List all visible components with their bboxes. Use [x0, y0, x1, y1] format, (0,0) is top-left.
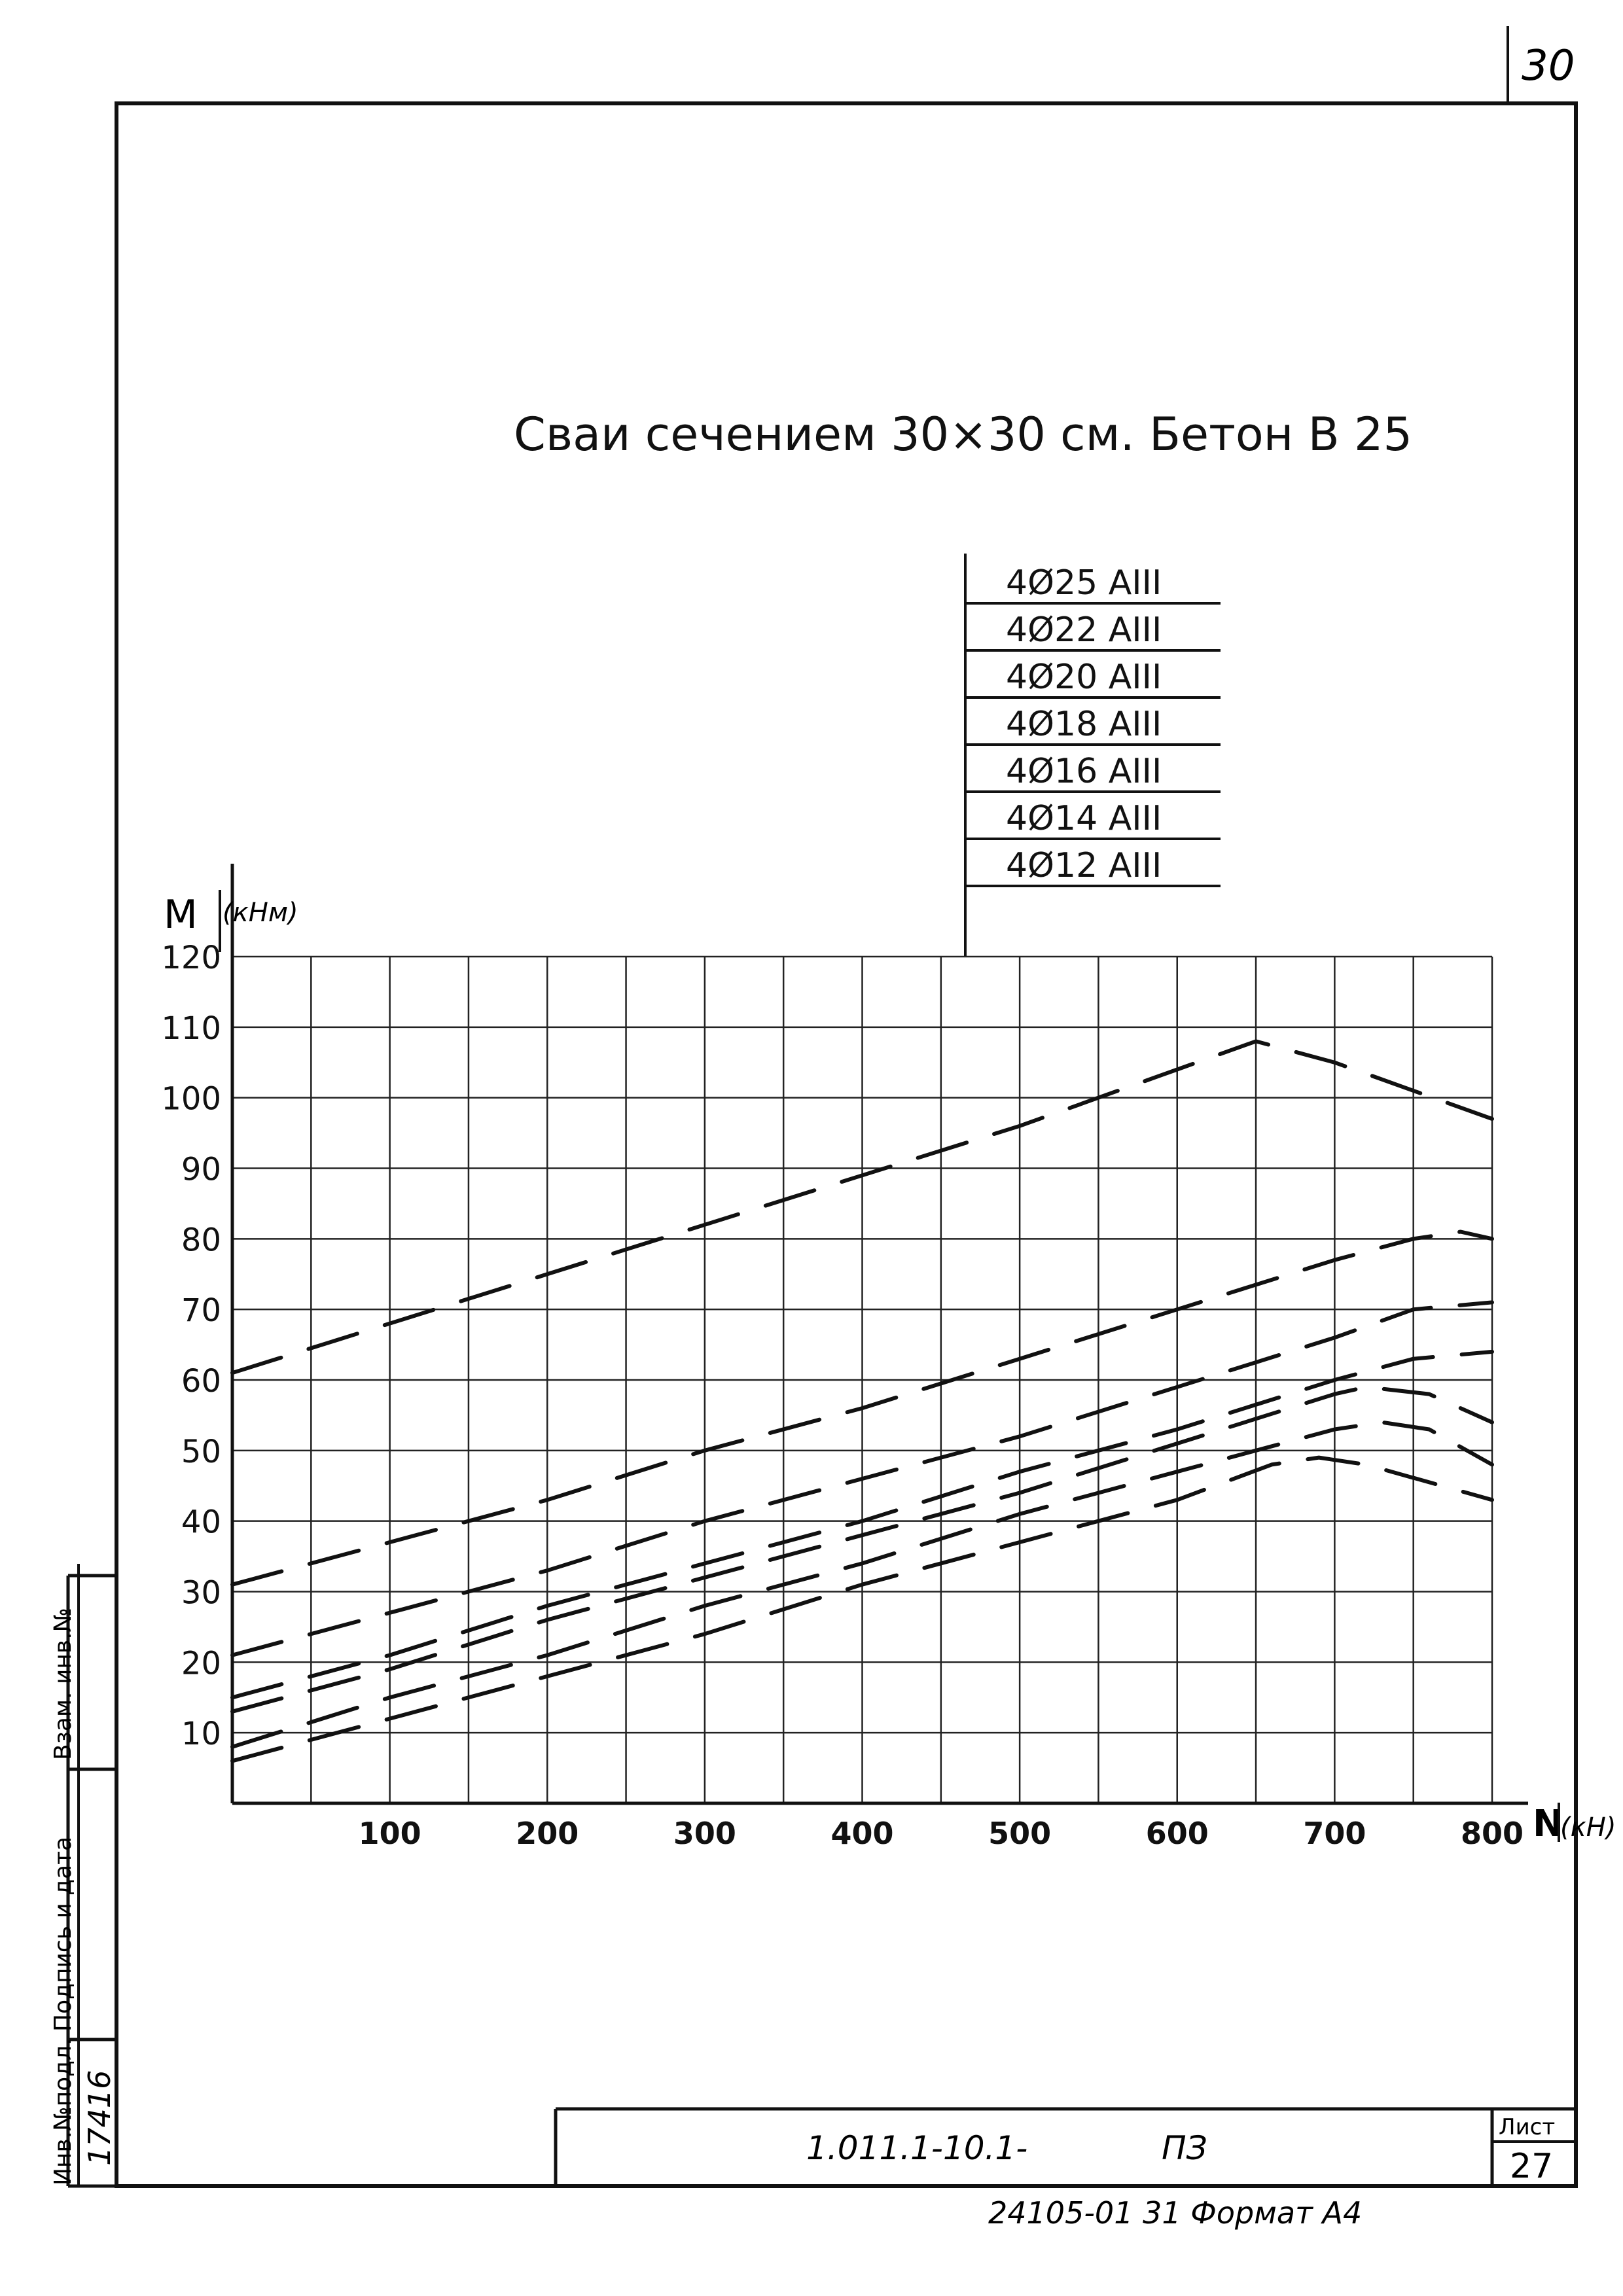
x-tick-label: 700 — [1303, 1816, 1366, 1851]
y-tick-label: 40 — [181, 1504, 221, 1541]
chart-axes — [230, 864, 1528, 1805]
side-label-inventory: Инв.№подл. — [50, 2038, 77, 2185]
series-line-4 — [230, 1349, 1494, 1700]
y-tick-label: 100 — [161, 1081, 221, 1118]
y-tick-labels: 10 20 30 40 50 60 70 80 90 100 110 120 — [161, 940, 221, 1752]
series-line-7 — [230, 1455, 1494, 1763]
footer-text: 24105-01 31 Формат А4 — [988, 2195, 1362, 2231]
y-axis-unit: (кНм) — [223, 898, 298, 928]
legend-entry: 4Ø12 AIII — [1006, 846, 1162, 885]
drawing-frame — [115, 101, 1578, 2188]
chart-series — [230, 1039, 1494, 1763]
legend-entry: 4Ø22 AIII — [1006, 610, 1162, 650]
page-title: Сваи сечением 30×30 см. Бетон В 25 — [514, 408, 1412, 461]
series-line-1 — [230, 1039, 1494, 1375]
y-tick-label: 20 — [181, 1645, 221, 1682]
document-section: ПЗ — [1162, 2129, 1207, 2167]
y-tick-label: 120 — [161, 940, 221, 976]
x-tick-labels: 100 200 300 400 500 600 700 800 — [359, 1816, 1524, 1851]
sheet-value: 27 — [1510, 2147, 1553, 2186]
legend-entry: 4Ø18 AIII — [1006, 705, 1162, 744]
side-label-signature: Подпись и дата — [50, 1837, 77, 2032]
y-tick-label: 110 — [161, 1010, 221, 1047]
legend-entry: 4Ø16 AIII — [1006, 752, 1162, 791]
x-tick-label: 200 — [516, 1816, 579, 1851]
series-line-6 — [230, 1420, 1494, 1749]
inventory-number: 17416 — [82, 2070, 117, 2166]
x-tick-label: 300 — [673, 1816, 736, 1851]
series-line-2 — [230, 1229, 1494, 1587]
sheet-label: Лист — [1499, 2114, 1555, 2140]
legend-entry: 4Ø14 AIII — [1006, 799, 1162, 838]
y-tick-label: 30 — [181, 1575, 221, 1612]
y-tick-label: 90 — [181, 1152, 221, 1188]
y-tick-label: 10 — [181, 1716, 221, 1752]
chart-grid — [232, 955, 1493, 1803]
side-label-replacement: Взам. инв.№ — [50, 1608, 77, 1760]
y-tick-label: 70 — [181, 1292, 221, 1329]
y-tick-label: 60 — [181, 1363, 221, 1400]
x-tick-label: 600 — [1146, 1816, 1209, 1851]
x-tick-label: 400 — [830, 1816, 893, 1851]
document-code: 1.011.1-10.1- — [806, 2129, 1027, 2167]
legend: 4Ø25 AIII 4Ø22 AIII 4Ø20 AIII 4Ø18 AIII 4Ø16… — [964, 554, 1221, 957]
y-tick-label: 50 — [181, 1434, 221, 1470]
y-tick-label: 80 — [181, 1222, 221, 1258]
x-tick-label: 800 — [1461, 1816, 1524, 1851]
chart: 10 20 30 40 50 60 70 80 90 100 110 120 100 200 300 400… — [161, 864, 1616, 1851]
title-block: 1.011.1-10.1- ПЗ Лист 27 24105-01 31 Фор… — [554, 2107, 1576, 2231]
x-axis-unit: (кН) — [1560, 1812, 1616, 1843]
series-line-5 — [230, 1385, 1494, 1714]
sheet-number-top: 30 — [1522, 42, 1575, 90]
legend-entry: 4Ø20 AIII — [1006, 658, 1162, 697]
y-axis-label: M — [164, 892, 198, 938]
x-tick-label: 100 — [359, 1816, 421, 1851]
side-stamp: Инв.№подл. Подпись и дата Взам. инв.№ 17… — [50, 1564, 117, 2188]
legend-entry: 4Ø25 AIII — [1006, 563, 1162, 603]
x-tick-label: 500 — [988, 1816, 1051, 1851]
series-line-3 — [230, 1300, 1494, 1657]
